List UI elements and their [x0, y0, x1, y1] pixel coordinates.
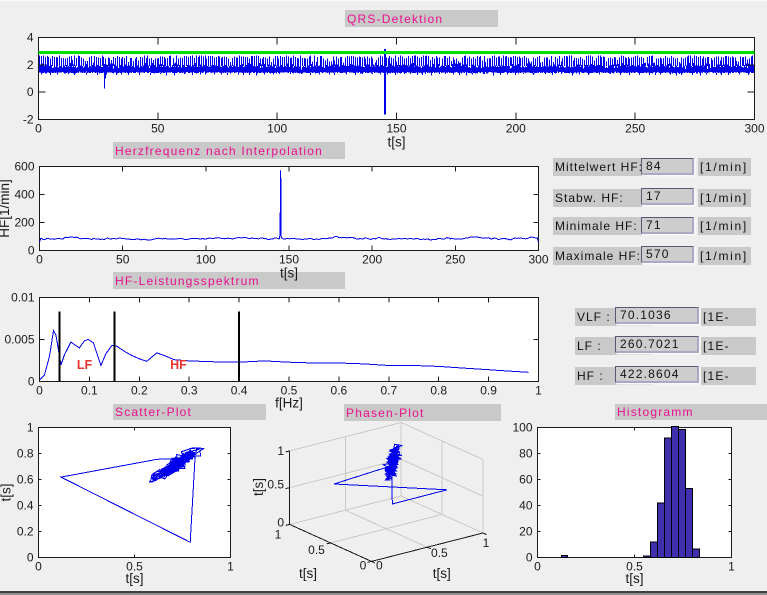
- svg-text:t[s]: t[s]: [0, 483, 14, 501]
- svg-text:t[s]: t[s]: [280, 266, 298, 281]
- svg-text:0.6: 0.6: [331, 384, 348, 398]
- svg-text:HF: HF: [170, 358, 187, 372]
- svg-text:0.5: 0.5: [267, 478, 284, 492]
- svg-text:100: 100: [267, 122, 287, 136]
- svg-text:t[s]: t[s]: [251, 478, 266, 496]
- svg-text:0.8: 0.8: [17, 447, 34, 461]
- svg-text:1: 1: [277, 444, 284, 458]
- svg-text:0: 0: [36, 384, 43, 398]
- svg-text:t[s]: t[s]: [625, 571, 643, 586]
- svg-text:0: 0: [28, 375, 35, 389]
- svg-text:LF: LF: [77, 358, 93, 372]
- svg-text:50: 50: [116, 253, 130, 267]
- svg-text:0: 0: [27, 551, 34, 565]
- svg-text:200: 200: [506, 122, 526, 136]
- svg-text:0: 0: [27, 85, 34, 99]
- svg-text:0: 0: [360, 559, 367, 573]
- svg-text:0.4: 0.4: [231, 384, 248, 398]
- svg-text:250: 250: [625, 122, 645, 136]
- svg-text:0: 0: [526, 551, 533, 565]
- svg-text:0.5: 0.5: [308, 543, 325, 557]
- svg-text:40: 40: [519, 499, 533, 513]
- svg-text:0: 0: [28, 244, 35, 258]
- svg-text:2: 2: [27, 58, 34, 72]
- svg-text:100: 100: [512, 421, 532, 435]
- svg-text:0.1: 0.1: [81, 384, 98, 398]
- svg-text:20: 20: [519, 525, 533, 539]
- svg-text:0.2: 0.2: [131, 384, 148, 398]
- svg-text:0: 0: [35, 560, 42, 574]
- svg-text:0.5: 0.5: [281, 384, 298, 398]
- svg-text:t[s]: t[s]: [125, 571, 143, 586]
- svg-text:0: 0: [376, 559, 383, 573]
- svg-text:0: 0: [277, 516, 284, 530]
- svg-text:300: 300: [744, 122, 764, 136]
- svg-text:200: 200: [14, 216, 34, 230]
- svg-text:200: 200: [362, 253, 382, 267]
- svg-text:100: 100: [196, 253, 216, 267]
- svg-text:f[Hz]: f[Hz]: [275, 396, 303, 411]
- svg-text:0.4: 0.4: [17, 499, 34, 513]
- svg-text:1: 1: [227, 560, 234, 574]
- svg-text:1: 1: [535, 384, 542, 398]
- svg-text:0.5: 0.5: [626, 560, 643, 574]
- svg-text:t[s]: t[s]: [387, 135, 405, 150]
- svg-text:1: 1: [483, 536, 490, 550]
- svg-text:600: 600: [14, 160, 34, 174]
- svg-text:250: 250: [445, 253, 465, 267]
- svg-text:0: 0: [35, 122, 42, 136]
- svg-text:HF[1/min]: HF[1/min]: [0, 179, 12, 238]
- svg-text:4: 4: [27, 31, 34, 45]
- svg-text:1: 1: [728, 560, 735, 574]
- svg-text:80: 80: [519, 447, 533, 461]
- svg-text:0.5: 0.5: [431, 546, 448, 560]
- svg-text:t[s]: t[s]: [299, 566, 317, 581]
- svg-text:0.5: 0.5: [126, 560, 143, 574]
- svg-text:150: 150: [386, 122, 406, 136]
- svg-text:0.01: 0.01: [11, 291, 35, 305]
- svg-text:150: 150: [279, 253, 299, 267]
- svg-text:0.2: 0.2: [17, 525, 34, 539]
- svg-text:0: 0: [534, 560, 541, 574]
- svg-text:1: 1: [275, 528, 282, 542]
- svg-text:0.3: 0.3: [181, 384, 198, 398]
- svg-text:400: 400: [14, 188, 34, 202]
- svg-text:t[s]: t[s]: [433, 566, 451, 581]
- svg-text:0.005: 0.005: [4, 333, 34, 347]
- svg-text:0: 0: [36, 253, 43, 267]
- svg-text:1: 1: [27, 421, 34, 435]
- svg-text:0.9: 0.9: [480, 384, 497, 398]
- svg-text:0.6: 0.6: [17, 473, 34, 487]
- svg-text:300: 300: [528, 253, 548, 267]
- svg-text:0.7: 0.7: [380, 384, 397, 398]
- svg-text:60: 60: [519, 473, 533, 487]
- svg-text:-2: -2: [23, 113, 34, 127]
- svg-text:0.8: 0.8: [430, 384, 447, 398]
- svg-text:50: 50: [151, 122, 165, 136]
